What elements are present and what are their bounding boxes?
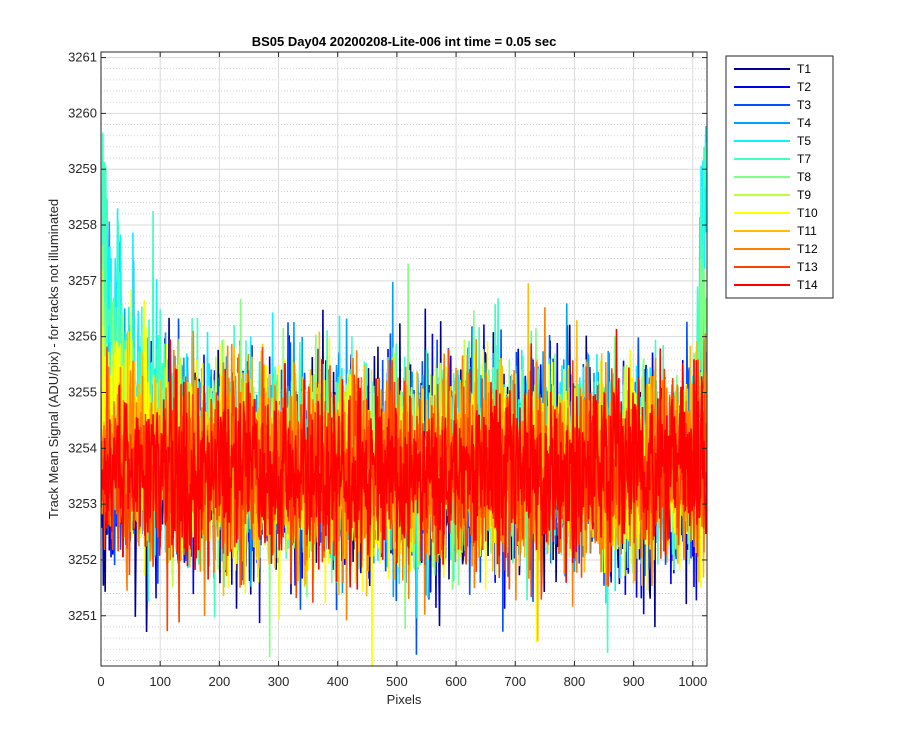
y-tick-label: 3258 <box>68 217 97 232</box>
x-tick-label: 300 <box>268 674 290 689</box>
x-axis-label: Pixels <box>387 692 422 707</box>
legend-label-t1: T1 <box>797 62 811 76</box>
x-tick-label: 600 <box>445 674 467 689</box>
legend-label-t13: T13 <box>797 260 818 274</box>
x-tick-label: 500 <box>386 674 408 689</box>
y-tick-label: 3254 <box>68 440 97 455</box>
legend-label-t5: T5 <box>797 134 811 148</box>
legend-label-t14: T14 <box>797 278 818 292</box>
chart-title: BS05 Day04 20200208-Lite-006 int time = … <box>252 34 557 49</box>
legend-label-t11: T11 <box>797 224 817 238</box>
x-tick-label: 400 <box>327 674 349 689</box>
y-tick-label: 3261 <box>68 50 97 65</box>
legend-label-t4: T4 <box>797 116 811 130</box>
legend-label-t10: T10 <box>797 206 818 220</box>
legend-label-t7: T7 <box>797 152 811 166</box>
x-tick-label: 0 <box>97 674 104 689</box>
y-tick-label: 3257 <box>68 273 97 288</box>
legend-label-t2: T2 <box>797 80 811 94</box>
series-layer <box>101 126 707 666</box>
x-tick-label: 100 <box>149 674 171 689</box>
y-tick-label: 3252 <box>68 552 97 567</box>
y-axis-label: Track Mean Signal (ADU/pix) - for tracks… <box>46 199 61 519</box>
y-tick-label: 3259 <box>68 161 97 176</box>
series-line-t14 <box>101 328 707 590</box>
y-tick-label: 3251 <box>68 608 97 623</box>
y-tick-label: 3255 <box>68 384 97 399</box>
legend-label-t3: T3 <box>797 98 811 112</box>
y-tick-label: 3253 <box>68 496 97 511</box>
ticks: 0 100 200 300 400 500 600 700 800 900 1000 3251 3252… <box>68 50 707 689</box>
y-tick-label: 3260 <box>68 105 97 120</box>
legend: T1 T2 T3 T4 T5 T7 T8 T9 T10 T11 T12 T13 T14 <box>725 55 834 299</box>
x-tick-label: 900 <box>623 674 645 689</box>
x-tick-label: 200 <box>209 674 231 689</box>
axes-box <box>100 51 708 667</box>
legend-label-t12: T12 <box>797 242 818 256</box>
legend-label-t8: T8 <box>797 170 811 184</box>
x-tick-label: 800 <box>564 674 586 689</box>
y-tick-label: 3256 <box>68 329 97 344</box>
x-tick-label: 700 <box>504 674 526 689</box>
legend-label-t9: T9 <box>797 188 811 202</box>
x-tick-label: 1000 <box>678 674 707 689</box>
